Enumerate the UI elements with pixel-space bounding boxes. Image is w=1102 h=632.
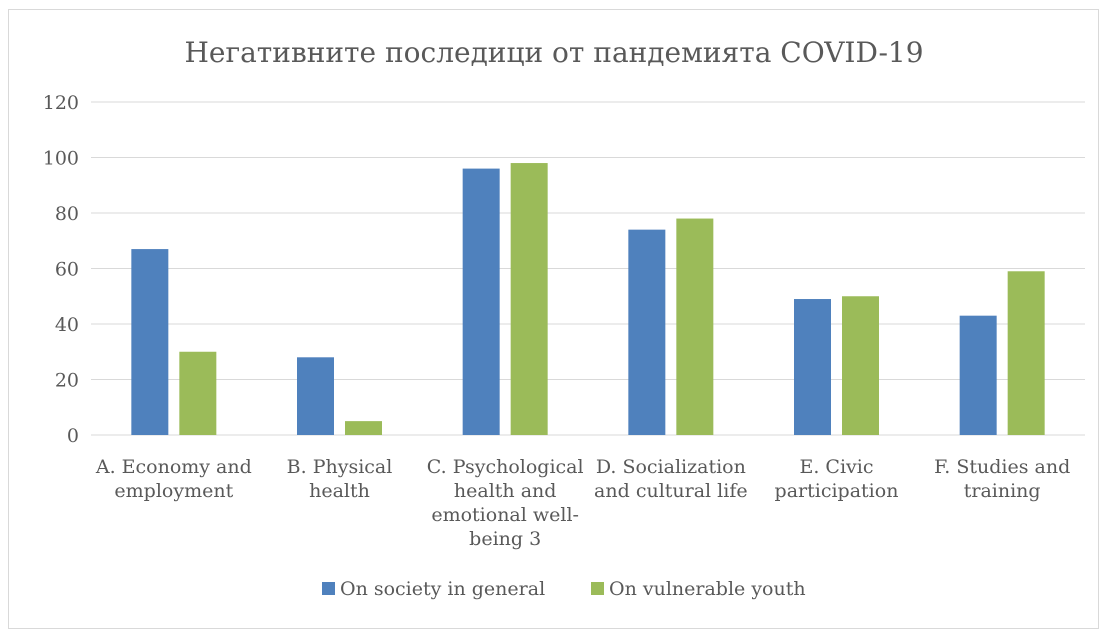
x-axis-labels: A. Economy and employment B. Physical healt… bbox=[95, 456, 1070, 550]
bars bbox=[131, 163, 1045, 436]
legend-label: On vulnerable youth bbox=[609, 578, 806, 600]
bar bbox=[628, 229, 666, 435]
bar bbox=[842, 296, 879, 435]
y-tick-label: 100 bbox=[43, 148, 79, 170]
y-tick-label: 120 bbox=[43, 92, 79, 114]
bar bbox=[959, 315, 997, 435]
y-tick-label: 60 bbox=[55, 259, 79, 281]
x-category-label: D. Socialization and cultural life bbox=[594, 456, 748, 502]
legend-label: On society in general bbox=[340, 578, 545, 600]
legend-swatch bbox=[591, 582, 604, 595]
x-category-label: A. Economy and employment bbox=[95, 456, 252, 502]
bar bbox=[794, 299, 831, 435]
bar bbox=[345, 421, 382, 435]
bar bbox=[131, 249, 169, 435]
x-category-label: B. Physical health bbox=[287, 456, 393, 502]
bar bbox=[297, 357, 334, 435]
y-axis-ticks: 0 20 40 60 80 100 120 bbox=[43, 92, 79, 447]
bar bbox=[179, 351, 217, 435]
y-tick-label: 0 bbox=[67, 425, 79, 447]
bar bbox=[462, 168, 500, 435]
chart-title: Негативните последици от пандемията COVI… bbox=[184, 36, 923, 69]
x-category-label: E. Civic participation bbox=[775, 456, 899, 502]
y-tick-label: 20 bbox=[55, 370, 79, 392]
legend: On society in general On vulnerable youth bbox=[322, 578, 806, 600]
bar bbox=[1007, 271, 1045, 435]
gridlines bbox=[91, 101, 1085, 436]
x-category-label: C. Psychological health and emotional well… bbox=[427, 456, 584, 550]
y-tick-label: 80 bbox=[55, 203, 79, 225]
y-tick-label: 40 bbox=[55, 314, 79, 336]
chart-area: Негативните последици от пандемията COVI… bbox=[8, 9, 1099, 629]
bar-chart: Негативните последици от пандемията COVI… bbox=[43, 36, 1085, 600]
legend-swatch bbox=[322, 582, 335, 595]
x-category-label: F. Studies and training bbox=[934, 456, 1070, 502]
bar bbox=[510, 163, 548, 436]
bar bbox=[676, 218, 714, 435]
